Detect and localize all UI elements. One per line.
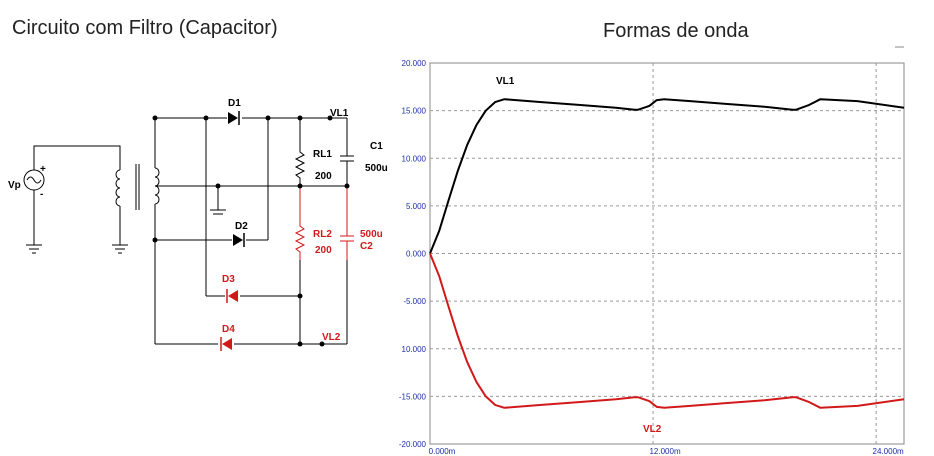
source-plus: + (40, 164, 46, 175)
vl1-node-label: VL1 (330, 108, 349, 119)
grid (430, 63, 904, 444)
primary-top-wire (33, 145, 121, 170)
capacitor-c2 (340, 186, 354, 260)
y-tick-label: 10.000 (402, 154, 427, 163)
rl2-value: 200 (315, 245, 332, 256)
y-tick-label: 0.000 (406, 250, 427, 259)
rl1-value: 200 (315, 171, 332, 182)
y-tick-label: 15.000 (402, 107, 427, 116)
c1-label: C1 (370, 141, 383, 152)
y-tick-label: 5.000 (406, 202, 427, 211)
circuit-title: Circuito com Filtro (Capacitor) (12, 17, 278, 39)
x-axis-ticks: 0.000m 12.000m 24.000m (429, 447, 904, 456)
c2-label: C2 (360, 241, 373, 252)
y-axis-ticks: 20.000 15.000 10.000 5.000 0.000 -5.000 10.000… (399, 59, 427, 449)
junction-dots (152, 115, 350, 347)
capacitor-c1 (340, 118, 354, 186)
source-minus: - (40, 189, 43, 200)
x-tick-label: 0.000m (429, 447, 456, 456)
series-label-vl2: VL2 (643, 424, 662, 435)
diode-d4 (220, 337, 232, 351)
diode-d3 (226, 289, 238, 303)
d1-label: D1 (228, 98, 241, 109)
series-lines (429, 98, 905, 409)
c1-value: 500u (365, 163, 388, 174)
vl2-node-label: VL2 (322, 332, 341, 343)
series-label-vl1: VL1 (496, 76, 515, 87)
rl1-label: RL1 (313, 149, 332, 160)
y-tick-label: -20.000 (399, 440, 427, 449)
series-line-vl1 (429, 98, 905, 254)
y-tick-label: -5.000 (403, 297, 426, 306)
ground-icon (26, 244, 42, 254)
x-tick-label: 12.000m (649, 447, 680, 456)
c2-value: 500u (360, 229, 383, 240)
x-tick-label: 24.000m (873, 447, 904, 456)
y-tick-label: -15.000 (399, 392, 427, 401)
ground-icon (112, 244, 128, 254)
waveform-title: Formas de onda (603, 20, 749, 42)
y-tick-label: 20.000 (402, 59, 427, 68)
diode-d2 (233, 233, 245, 247)
rl2-label: RL2 (313, 229, 332, 240)
d2-label: D2 (235, 221, 248, 232)
diode-d1 (228, 111, 240, 125)
d4-label: D4 (222, 324, 235, 335)
d3-label: D3 (222, 274, 235, 285)
resistor-rl2 (294, 186, 306, 260)
resistor-rl1 (294, 118, 306, 186)
ac-wave-icon (26, 176, 42, 184)
y-tick-label: 10.000 (402, 345, 427, 354)
source-label: Vp (8, 180, 21, 191)
series-line-vl2 (429, 253, 905, 409)
wire-output-neg (299, 260, 348, 344)
ground-icon (210, 209, 226, 215)
primary-coil (115, 169, 121, 207)
